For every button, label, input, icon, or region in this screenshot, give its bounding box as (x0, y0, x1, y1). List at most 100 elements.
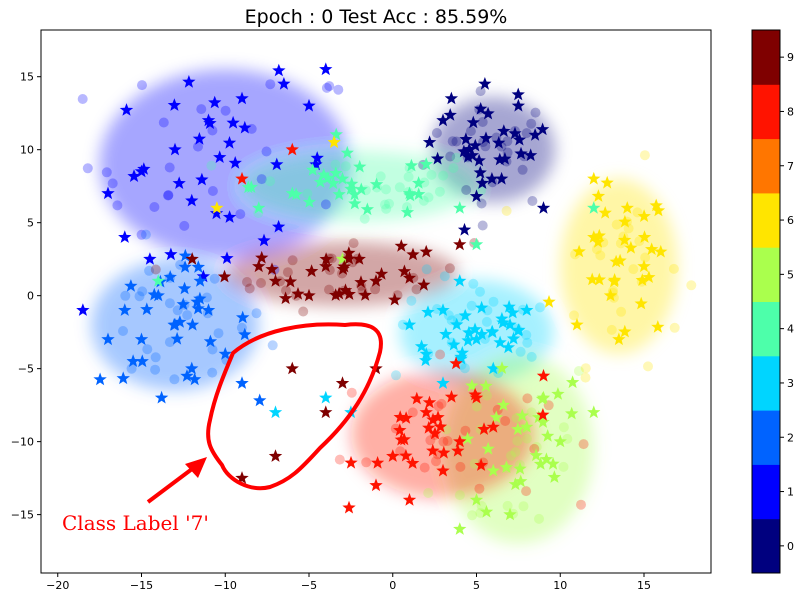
circle-point-class-6 (643, 361, 653, 372)
star-point-class-3 (268, 405, 283, 419)
star-point-class-1 (143, 252, 157, 265)
star-point-class-9 (397, 264, 412, 278)
star-point-class-0 (436, 113, 450, 127)
circle-point-class-5 (558, 422, 569, 433)
circle-point-class-1 (164, 162, 175, 173)
circle-point-class-3 (391, 370, 401, 381)
y-tick-label: −10 (11, 436, 34, 449)
star-point-class-6 (637, 209, 651, 222)
star-point-class-8 (449, 356, 463, 370)
circle-point-class-4 (302, 188, 313, 199)
star-point-class-1 (118, 230, 132, 243)
star-point-class-3 (447, 337, 461, 351)
star-point-class-8 (468, 387, 482, 401)
star-point-class-6 (592, 228, 606, 242)
circle-point-class-3 (488, 296, 499, 307)
star-point-class-1 (310, 151, 324, 164)
star-point-class-8 (399, 448, 413, 462)
star-point-class-1 (76, 303, 90, 316)
colorbar-segment-6 (752, 192, 780, 248)
circle-point-class-1 (265, 79, 276, 90)
star-point-class-6 (542, 295, 556, 308)
circle-point-class-5 (521, 433, 532, 444)
star-point-class-6 (624, 240, 638, 254)
star-point-class-8 (433, 419, 448, 433)
star-point-class-3 (439, 327, 453, 340)
circle-point-class-8 (436, 398, 447, 409)
star-point-class-4 (332, 187, 346, 201)
star-point-class-6 (327, 135, 341, 149)
star-point-class-6 (618, 214, 632, 228)
star-point-class-5 (566, 375, 580, 389)
star-point-class-2 (253, 393, 267, 407)
circle-point-class-8 (442, 436, 453, 446)
star-point-class-2 (188, 372, 202, 386)
colorbar-tick-label: 5 (787, 268, 794, 281)
star-point-class-0 (457, 222, 472, 236)
star-point-class-1 (213, 150, 227, 163)
circle-point-class-2 (207, 367, 218, 378)
circle-point-class-1 (256, 174, 267, 185)
circle-point-class-0 (517, 164, 528, 175)
star-point-class-8 (426, 412, 440, 426)
star-point-class-5 (539, 452, 553, 465)
circle-point-class-4 (394, 182, 405, 193)
circle-point-class-4 (265, 176, 276, 187)
circle-point-class-3 (481, 316, 492, 327)
circle-point-class-8 (346, 387, 357, 398)
circle-point-class-3 (406, 295, 417, 306)
star-point-class-2 (124, 279, 138, 292)
circle-point-class-1 (149, 202, 160, 212)
cluster-glow-class-4 (242, 151, 477, 222)
circle-point-class-9 (324, 284, 334, 295)
star-point-class-0 (459, 132, 473, 145)
star-point-class-6 (634, 296, 648, 310)
circle-point-class-0 (465, 126, 476, 137)
circle-point-class-4 (419, 177, 430, 188)
star-point-class-5 (587, 405, 601, 419)
star-point-class-9 (394, 239, 408, 252)
star-point-class-9 (352, 252, 366, 265)
star-point-class-4 (335, 171, 350, 185)
star-point-class-1 (238, 120, 252, 134)
star-point-class-2 (126, 354, 140, 367)
star-point-class-8 (436, 463, 450, 477)
star-point-class-4 (400, 205, 415, 219)
star-point-class-3 (475, 327, 489, 340)
star-point-class-2 (167, 318, 181, 331)
star-point-class-5 (499, 460, 514, 473)
circle-point-class-2 (209, 273, 220, 284)
star-point-class-4 (403, 188, 417, 202)
circle-point-class-3 (521, 330, 532, 340)
star-point-class-1 (222, 136, 237, 149)
circle-point-class-8 (521, 486, 532, 497)
star-point-class-1 (209, 206, 224, 220)
circle-point-class-6 (623, 223, 634, 234)
star-point-class-5 (547, 470, 561, 483)
circle-point-class-0 (461, 185, 472, 195)
star-point-class-2 (151, 288, 165, 302)
x-tick-label: 0 (389, 579, 396, 592)
star-point-class-9 (374, 267, 389, 280)
circle-point-class-8 (576, 499, 586, 510)
circle-point-class-1 (235, 209, 246, 220)
class-7-outline (206, 322, 383, 491)
circle-point-class-0 (480, 141, 491, 152)
star-point-class-4 (340, 145, 354, 159)
star-point-class-9 (388, 292, 402, 306)
circle-point-class-5 (558, 461, 569, 472)
star-point-class-2 (116, 371, 130, 385)
circle-point-class-3 (535, 302, 545, 313)
circle-point-class-1 (137, 80, 147, 91)
star-point-class-1 (168, 142, 182, 156)
star-point-class-2 (173, 315, 187, 328)
star-point-class-1 (185, 193, 199, 207)
circle-point-class-9 (370, 284, 381, 295)
circle-point-class-1 (163, 190, 174, 201)
circle-point-class-2 (150, 364, 161, 375)
circle-point-class-2 (118, 326, 128, 336)
star-point-class-2 (185, 361, 199, 375)
star-point-class-0 (430, 151, 445, 165)
star-point-class-8 (453, 434, 467, 448)
star-point-class-1 (220, 251, 234, 264)
